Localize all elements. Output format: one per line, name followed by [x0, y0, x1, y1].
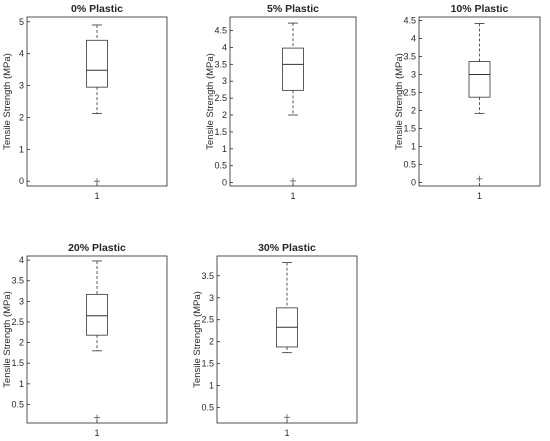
subplot-5: 30% Plastic 0.5 1 1.5 2 2.5 3 3.5 1 Tensile Stren… [192, 242, 358, 438]
y-tick-label: 4 [411, 34, 416, 44]
y-tick-label: 2.5 [201, 315, 214, 325]
y-tick-label: 0.5 [11, 399, 24, 409]
axes-frame [418, 16, 541, 187]
y-tick-label: 0 [222, 178, 227, 188]
subplot-title: 30% Plastic [258, 242, 316, 254]
y-tick-label: 3.5 [403, 52, 416, 62]
y-axis-label: Tensile Strength (MPa) [192, 291, 203, 388]
subplot-2: 5% Plastic 0 0.5 1 1.5 2 2.5 3 3.5 4 4.5 1 Tensile S… [205, 3, 357, 201]
y-tick-label: 2 [19, 112, 24, 122]
subplot-4: 20% Plastic 0.5 1 1.5 2 2.5 3 3.5 4 1 Tensile Stre… [2, 242, 168, 438]
y-tick-label: 3 [209, 293, 214, 303]
y-axis-label: Tensile Strength (MPa) [394, 53, 405, 150]
x-tick-label: 1 [477, 191, 482, 201]
y-tick-label: 1 [19, 379, 24, 389]
y-tick-label: 2 [222, 110, 227, 120]
y-tick-label: 0.5 [403, 159, 416, 169]
y-tick-label: 4 [222, 42, 227, 52]
subplot-title: 5% Plastic [267, 3, 319, 15]
y-tick-label: 1 [209, 381, 214, 391]
outlier-marker [94, 414, 100, 421]
x-tick-label: 1 [284, 428, 289, 438]
outlier-marker [94, 178, 100, 185]
y-tick-label: 3 [19, 296, 24, 306]
y-tick-label: 2.5 [11, 317, 24, 327]
subplot-3: 10% Plastic 0 0.5 1 1.5 2 2.5 3 3.5 4 4.5 1 Tensile … [394, 3, 541, 201]
iqr-box [86, 39, 108, 88]
y-tick-label: 0.5 [214, 161, 227, 171]
outlier-marker [476, 175, 483, 182]
subplot-title: 10% Plastic [451, 3, 509, 15]
y-tick-label: 5 [19, 17, 24, 27]
y-tick-label: 2.5 [403, 88, 416, 98]
y-tick-label: 2 [411, 105, 416, 115]
y-tick-label: 1 [411, 141, 416, 151]
y-tick-label: 3.5 [11, 276, 24, 286]
y-tick-label: 3 [222, 76, 227, 86]
y-tick-label: 3 [19, 81, 24, 91]
y-tick-label: 4.5 [403, 16, 416, 26]
y-tick-label: 2.5 [214, 93, 227, 103]
subplot-title: 20% Plastic [68, 242, 126, 254]
y-tick-label: 1 [19, 144, 24, 154]
axes-frame [216, 255, 358, 424]
y-tick-label: 2 [19, 338, 24, 348]
y-tick-label: 1.5 [201, 359, 214, 369]
y-axis-label: Tensile Strength (MPa) [205, 53, 216, 150]
y-axis-label: Tensile Strength (MPa) [2, 53, 13, 150]
y-tick-label: 0.5 [201, 403, 214, 413]
x-tick-label: 1 [290, 191, 295, 201]
y-axis-label: Tensile Strength (MPa) [2, 291, 13, 388]
y-tick-label: 1.5 [403, 123, 416, 133]
x-tick-label: 1 [94, 428, 99, 438]
y-tick-label: 4 [19, 49, 24, 59]
y-tick-label: 0 [411, 177, 416, 187]
subplot-1: 0% Plastic 0 1 2 3 4 5 1 Tensile Strength (MPa) [2, 3, 168, 201]
y-tick-label: 1.5 [11, 358, 24, 368]
y-tick-label: 3.5 [201, 271, 214, 281]
outlier-marker [290, 177, 296, 184]
iqr-box [86, 293, 108, 336]
subplot-title: 0% Plastic [71, 3, 123, 15]
axes-frame [26, 16, 168, 187]
y-tick-label: 2 [209, 337, 214, 347]
y-tick-label: 1 [222, 144, 227, 154]
y-tick-label: 1.5 [214, 127, 227, 137]
outlier-marker [284, 414, 290, 421]
iqr-box [282, 47, 304, 91]
y-tick-label: 3 [411, 70, 416, 80]
iqr-box [468, 61, 491, 98]
y-tick-label: 4 [19, 255, 24, 265]
y-tick-label: 3.5 [214, 59, 227, 69]
y-tick-label: 4.5 [214, 26, 227, 36]
y-tick-label: 0 [19, 176, 24, 186]
x-tick-label: 1 [94, 191, 99, 201]
